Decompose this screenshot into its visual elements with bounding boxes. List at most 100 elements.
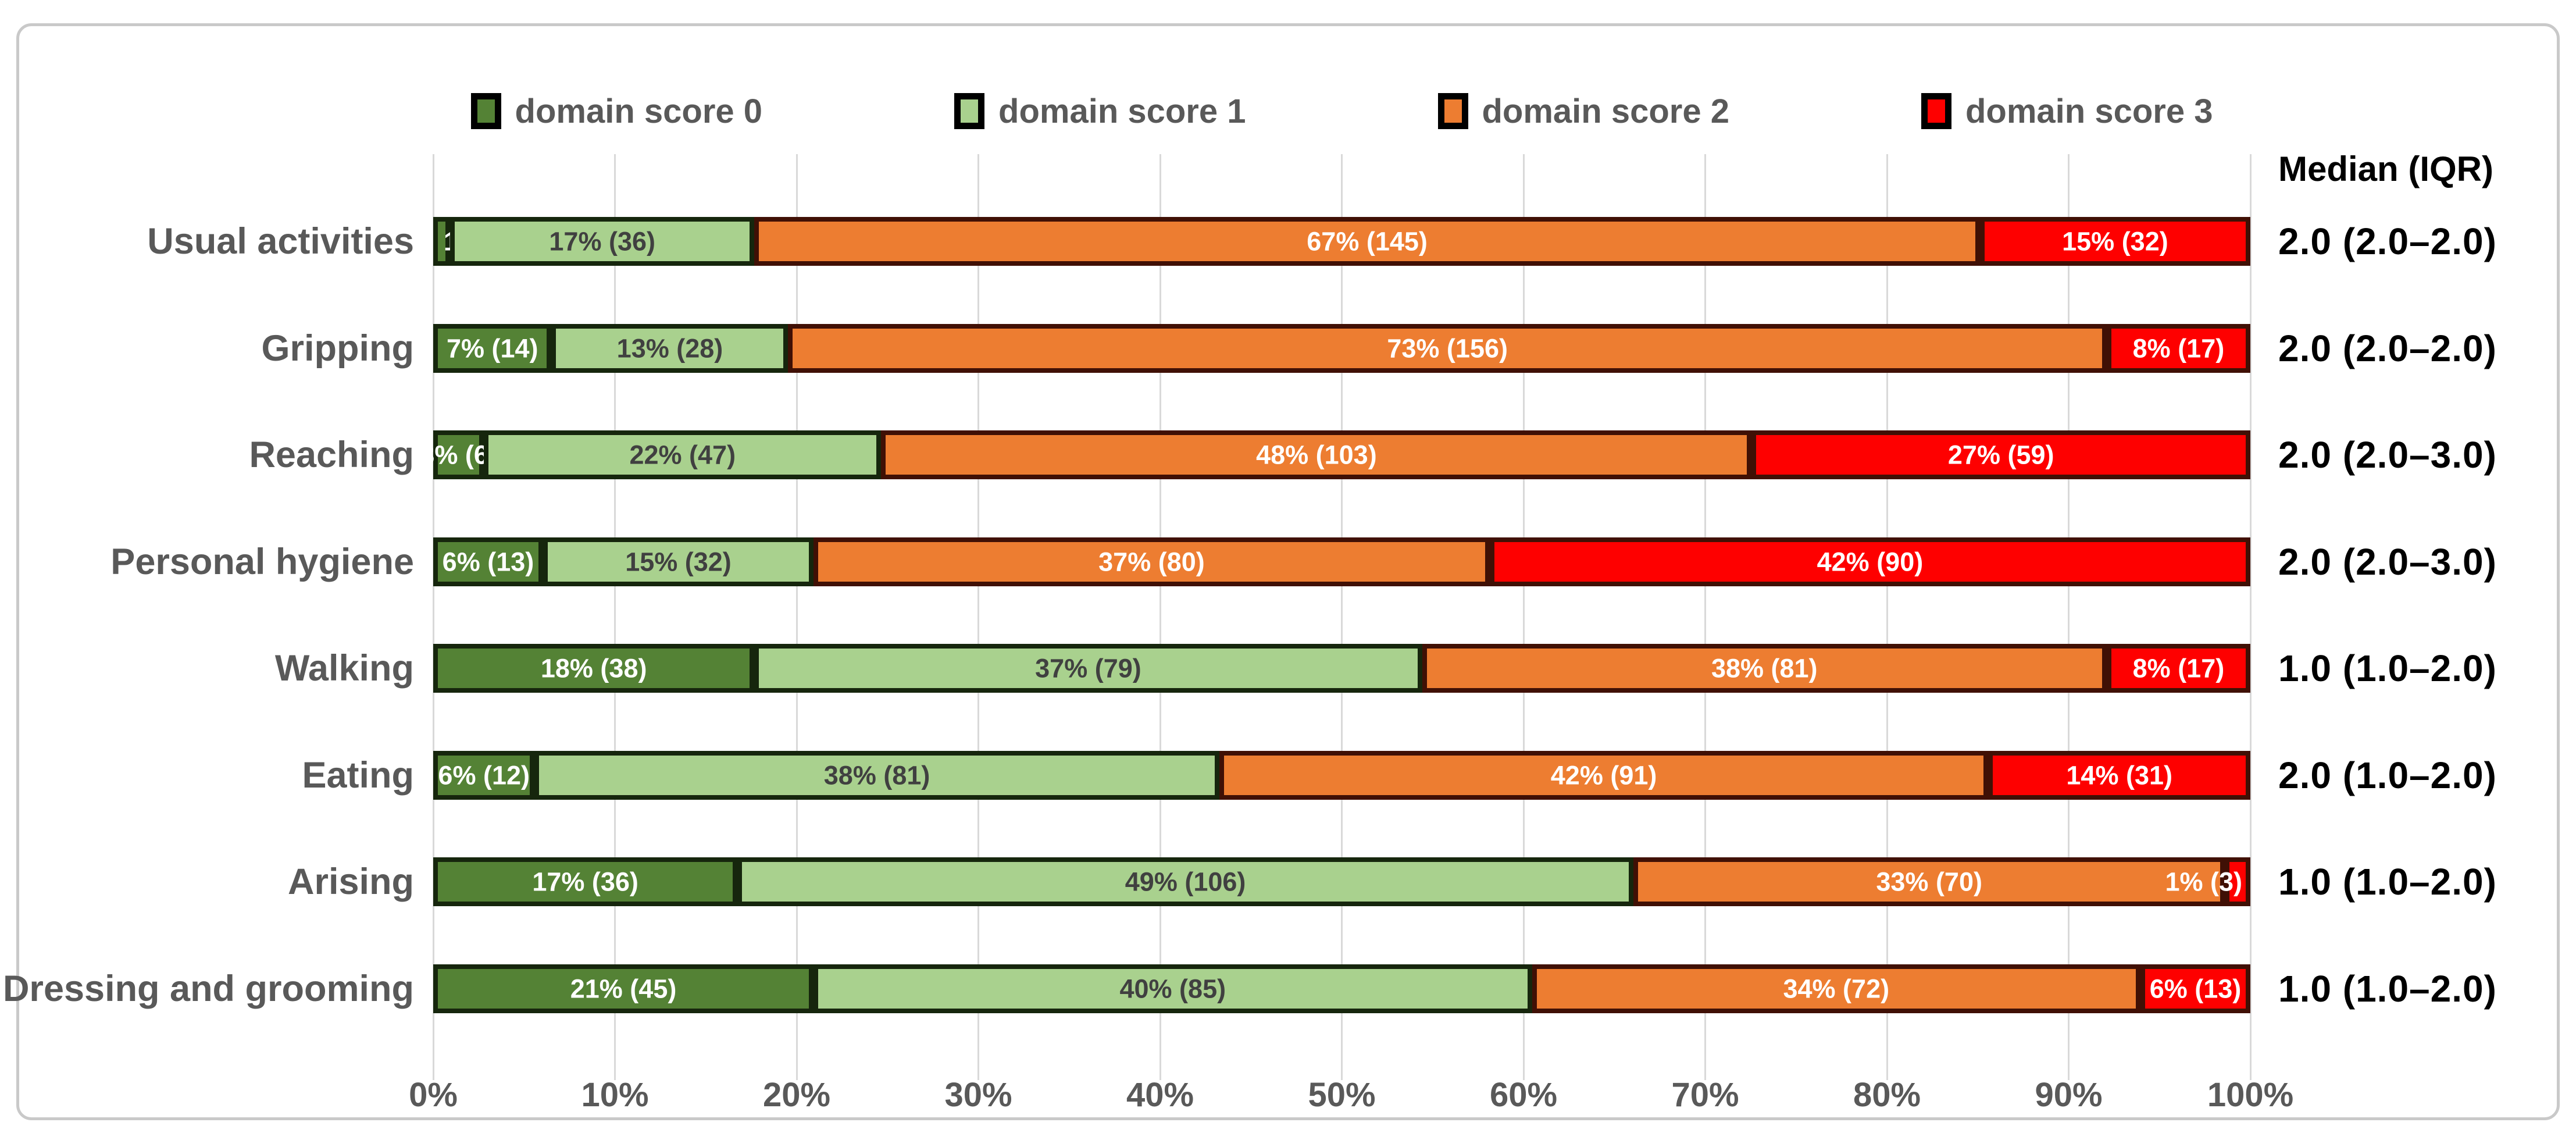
bar-segment-label: 17% (36) — [532, 867, 638, 897]
bar-segment-score-2: 37% (80) — [814, 537, 1490, 586]
bar-segment-score-0: 7% (14) — [433, 323, 552, 373]
legend-swatch-icon — [1437, 93, 1468, 129]
legend: domain score 0 domain score 1 domain score… — [433, 86, 2250, 136]
median-value: 2.0 (2.0–3.0) — [2278, 540, 2497, 583]
bar-segment-label: 37% (80) — [1098, 547, 1205, 576]
bar-segment-score-0: 21% (45) — [433, 964, 814, 1013]
bar-segment-label: 6% (12) — [438, 760, 530, 790]
bar-segment-score-3: 1% (3) — [2165, 857, 2250, 906]
bar-row: 6% (12) 38% (81) 42% (91) 14% (31) — [433, 750, 2250, 800]
bar-segment-score-1: 40% (85) — [814, 964, 1532, 1013]
bar-segment-score-3: 6% (13) — [2140, 964, 2250, 1013]
bar-segment-label: 34% (72) — [1783, 974, 1890, 1003]
category-label: Reaching — [249, 434, 414, 475]
bar-segment-score-3: 42% (90) — [1489, 537, 2250, 586]
bar-segment-score-2: 38% (81) — [1422, 644, 2107, 693]
bar-segment-score-3: 8% (17) — [2106, 323, 2250, 373]
category-label: Walking — [274, 648, 414, 689]
median-value: 2.0 (2.0–2.0) — [2278, 220, 2497, 262]
bar-segment-label: 73% (156) — [1387, 333, 1508, 363]
x-axis-tick-label: 20% — [762, 1076, 831, 1114]
bar-segment-label: 22% (47) — [629, 440, 736, 470]
bar-segment-label: 27% (59) — [1947, 440, 2054, 470]
x-axis-tick-label: 40% — [1126, 1076, 1194, 1114]
category-label: Gripping — [261, 327, 414, 369]
bar-segment-score-1: 15% (32) — [543, 537, 814, 586]
gridline-50% — [1341, 154, 1343, 1080]
legend-label: domain score 0 — [515, 92, 763, 130]
median-value: 2.0 (1.0–2.0) — [2278, 754, 2497, 796]
bar-segment-score-2: 33% (70) — [1633, 857, 2225, 906]
category-label: Eating — [302, 754, 414, 796]
median-value: 1.0 (1.0–2.0) — [2278, 647, 2497, 689]
bar-row: 1% (2) 17% (36) 67% (145) 15% (32) — [433, 217, 2250, 266]
median-value: 2.0 (2.0–2.0) — [2278, 327, 2497, 369]
legend-item-score-2: domain score 2 — [1437, 92, 1729, 131]
bar-segment-score-1: 38% (81) — [534, 750, 1219, 800]
bar-segment-score-0: 1% (2) — [433, 217, 521, 266]
bar-segment-label: 40% (85) — [1119, 974, 1226, 1003]
bar-segment-score-0: 6% (12) — [433, 750, 535, 800]
bar-segment-label: 13% (28) — [616, 333, 723, 363]
bar-segment-label: 6% (13) — [442, 547, 534, 576]
bar-segment-label: 21% (45) — [570, 974, 677, 1003]
bar-segment-label: 42% (91) — [1550, 760, 1657, 790]
legend-swatch-icon — [470, 93, 501, 129]
category-label: Arising — [287, 861, 414, 902]
gridline-80% — [1886, 154, 1888, 1080]
bar-row: 6% (13) 15% (32) 37% (80) 42% (90) — [433, 537, 2250, 586]
median-header: Median (IQR) — [2278, 149, 2493, 188]
gridline-20% — [795, 154, 798, 1080]
bar-segment-score-0: 18% (38) — [433, 644, 755, 693]
bar-segment-label: 42% (90) — [1817, 547, 1924, 576]
legend-item-score-3: domain score 3 — [1921, 92, 2213, 131]
bar-segment-score-3: 27% (59) — [1751, 430, 2250, 479]
bar-row: 3% (6) 22% (47) 48% (103) 27% (59) — [420, 430, 2250, 479]
legend-item-score-0: domain score 0 — [470, 92, 763, 131]
x-axis-tick-label: 30% — [944, 1076, 1012, 1114]
bar-segment-label: 6% (13) — [2149, 974, 2242, 1003]
x-axis-tick-label: 60% — [1489, 1076, 1558, 1114]
bar-segment-score-2: 73% (156) — [788, 323, 2107, 373]
bar-segment-label: 1% (3) — [2165, 867, 2242, 897]
gridline-0% — [432, 154, 434, 1080]
x-axis-tick-label: 80% — [1853, 1076, 1921, 1114]
bar-segment-score-1: 13% (28) — [551, 323, 789, 373]
legend-label: domain score 1 — [998, 92, 1246, 130]
bar-row: 21% (45) 40% (85) 34% (72) 6% (13) — [433, 964, 2250, 1013]
bar-segment-score-2: 48% (103) — [881, 430, 1752, 479]
bar-segment-label: 7% (14) — [446, 333, 538, 363]
bar-segment-score-3: 15% (32) — [1979, 217, 2250, 266]
bar-segment-score-1: 49% (106) — [737, 857, 1633, 906]
gridline-90% — [2068, 154, 2070, 1080]
category-label: Dressing and grooming — [2, 968, 414, 1009]
bar-segment-label: 33% (70) — [1876, 867, 1982, 897]
legend-swatch-icon — [1921, 93, 1951, 129]
legend-label: domain score 2 — [1482, 92, 1729, 130]
bar-row: 18% (38) 37% (79) 38% (81) 8% (17) — [433, 644, 2250, 693]
bar-segment-label: 15% (32) — [625, 547, 732, 576]
bar-segment-label: 67% (145) — [1307, 226, 1428, 256]
bar-segment-label: 38% (81) — [1711, 653, 1818, 683]
bar-segment-score-0: 6% (13) — [433, 537, 543, 586]
bar-segment-score-0: 17% (36) — [433, 857, 738, 906]
median-value: 1.0 (1.0–2.0) — [2278, 967, 2497, 1010]
bar-segment-label: 14% (31) — [2066, 760, 2172, 790]
bar-segment-label: 17% (36) — [549, 226, 655, 256]
bar-segment-label: 18% (38) — [540, 653, 647, 683]
bar-segment-score-1: 22% (47) — [484, 430, 882, 479]
x-axis-tick-label: 50% — [1308, 1076, 1376, 1114]
category-label: Personal hygiene — [110, 541, 414, 582]
x-axis-tick-label: 100% — [2207, 1076, 2294, 1114]
gridline-30% — [977, 154, 979, 1080]
gridline-10% — [614, 154, 616, 1080]
bar-segment-score-2: 42% (91) — [1219, 750, 1989, 800]
bar-segment-score-2: 34% (72) — [1532, 964, 2141, 1013]
bar-segment-label: 48% (103) — [1256, 440, 1377, 470]
legend-swatch-icon — [954, 93, 985, 129]
bar-row: 7% (14) 13% (28) 73% (156) 8% (17) — [433, 323, 2250, 373]
bar-row: 17% (36) 49% (106) 33% (70) 1% (3) — [433, 857, 2250, 906]
bar-segment-label: 8% (17) — [2132, 333, 2225, 363]
bar-segment-label: 37% (79) — [1035, 653, 1141, 683]
bar-segment-label: 49% (106) — [1125, 867, 1246, 897]
